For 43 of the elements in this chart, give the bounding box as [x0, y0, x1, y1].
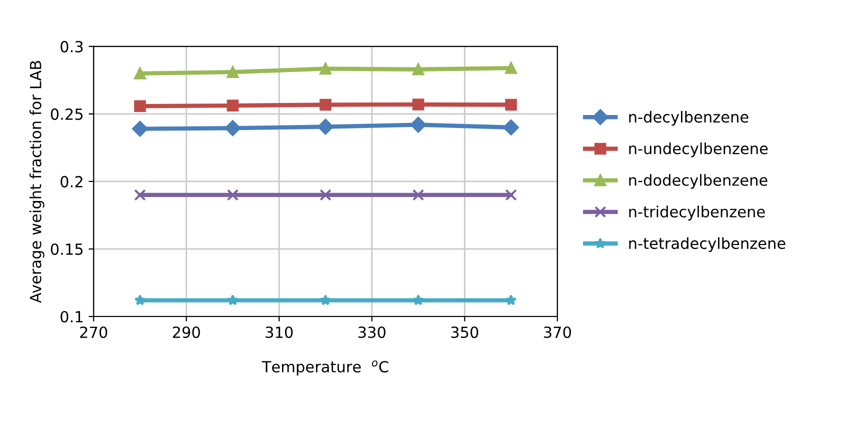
point: [320, 98, 332, 111]
point: [505, 294, 517, 306]
x-tick-label: 370: [544, 326, 571, 338]
y-tick-label: 0.25: [50, 108, 83, 120]
y-tick-label: 0.3: [60, 40, 83, 52]
point: [134, 68, 146, 80]
point: [320, 189, 332, 201]
point: [132, 120, 148, 137]
point: [226, 189, 239, 201]
y-axis-title: Average weight fraction for LAB: [30, 60, 44, 303]
x-tick-label: 290: [172, 326, 200, 338]
x-axis-title: Temperature $^{o}$C: [262, 360, 388, 376]
point: [318, 118, 334, 135]
x-tick-label: 350: [451, 326, 478, 338]
point: [227, 294, 238, 306]
point: [505, 98, 517, 111]
point: [410, 116, 426, 133]
legend-label: n-dodecylbenzene: [629, 174, 768, 189]
point: [134, 189, 146, 201]
y-tick-label: 0.15: [50, 243, 83, 255]
point: [412, 189, 424, 201]
x-tick-label: 270: [80, 326, 108, 338]
y-tick-label: 0.2: [60, 176, 82, 188]
legend-label: n-decylbenzene: [629, 110, 748, 126]
point: [503, 120, 519, 136]
legend-label: n-undecylbenzene: [629, 142, 768, 158]
point: [226, 66, 239, 78]
point: [320, 294, 332, 306]
y-tick-label: 0.1: [60, 310, 82, 323]
point: [412, 63, 424, 76]
x-tick-label: 330: [358, 326, 386, 338]
point: [134, 100, 146, 112]
x-tick-label: 310: [266, 326, 293, 338]
point: [320, 62, 332, 75]
point: [412, 98, 424, 110]
legend-label: n-tetradecylbenzene: [629, 237, 786, 252]
point: [224, 120, 241, 136]
point: [505, 62, 517, 74]
point: [412, 294, 424, 306]
point: [134, 294, 146, 306]
point: [505, 189, 517, 201]
point: [226, 100, 239, 112]
legend-label: n-tridecylbenzene: [629, 206, 765, 220]
